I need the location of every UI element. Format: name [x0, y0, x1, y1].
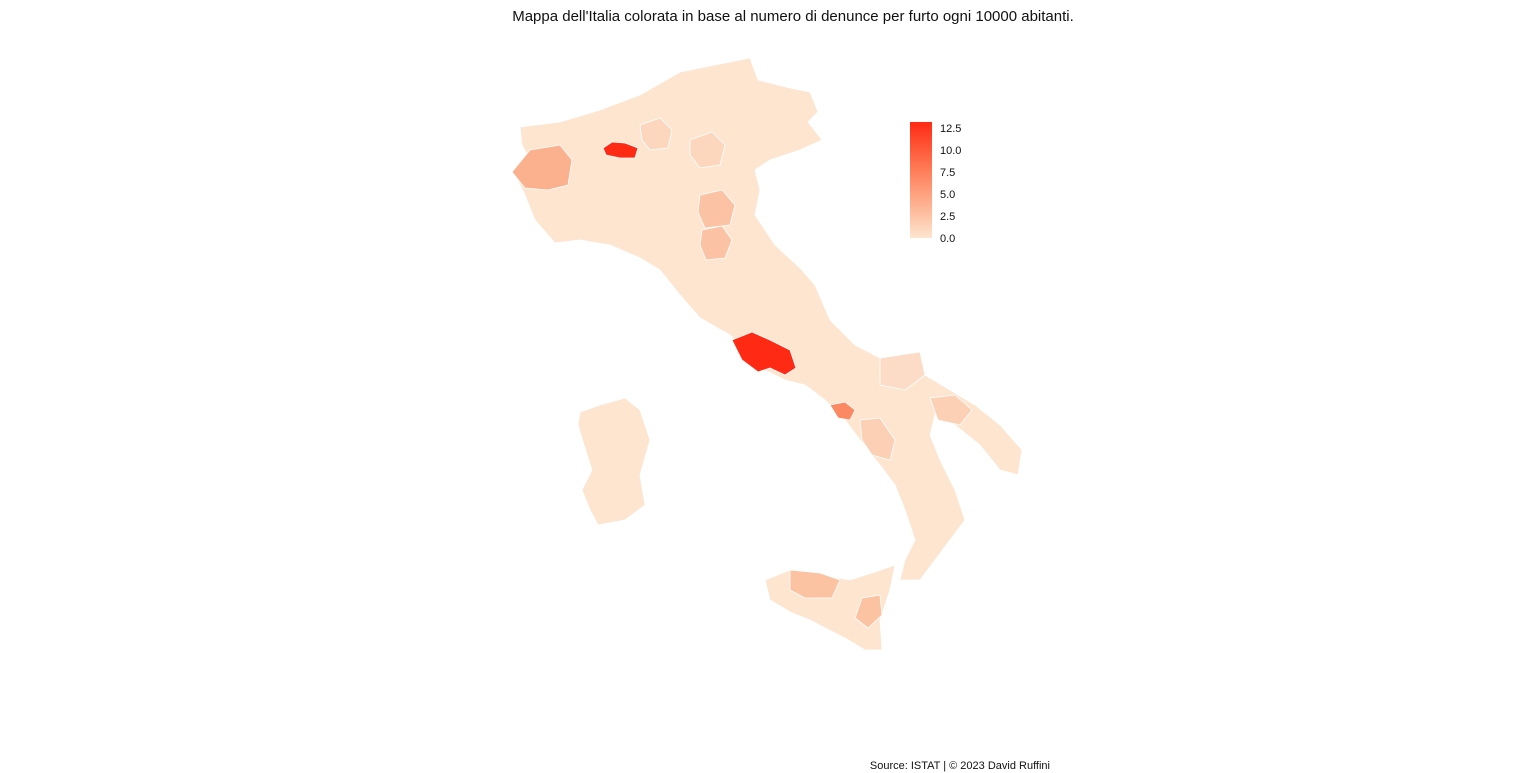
source-caption: Source: ISTAT | © 2023 David Ruffini [869, 760, 1050, 772]
province-verona [689, 131, 726, 169]
province-firenze [699, 225, 733, 261]
region-sardinia [577, 397, 651, 526]
chart-title: Mappa dell'Italia colorata in base al nu… [512, 8, 1074, 25]
province-bologna [697, 189, 736, 229]
province-roma [731, 331, 797, 376]
province-bergamo [639, 117, 673, 151]
province-napoli [829, 401, 856, 421]
province-palermo [789, 569, 841, 599]
province-salerno [859, 417, 896, 461]
province-torino [511, 144, 573, 191]
legend-tick: 10.0 [940, 145, 962, 157]
legend-tick: 0.0 [940, 233, 956, 245]
legend-tick: 12.5 [940, 123, 962, 135]
province-bari [929, 394, 973, 426]
region-mainland [514, 57, 1023, 581]
legend-tick: 5.0 [940, 189, 956, 201]
legend-tick: 7.5 [940, 167, 956, 179]
province-catania [854, 594, 883, 629]
legend-tick: 2.5 [940, 211, 956, 223]
province-milano [602, 141, 639, 159]
legend-colorbar [910, 122, 932, 238]
province-foggia [879, 351, 926, 391]
